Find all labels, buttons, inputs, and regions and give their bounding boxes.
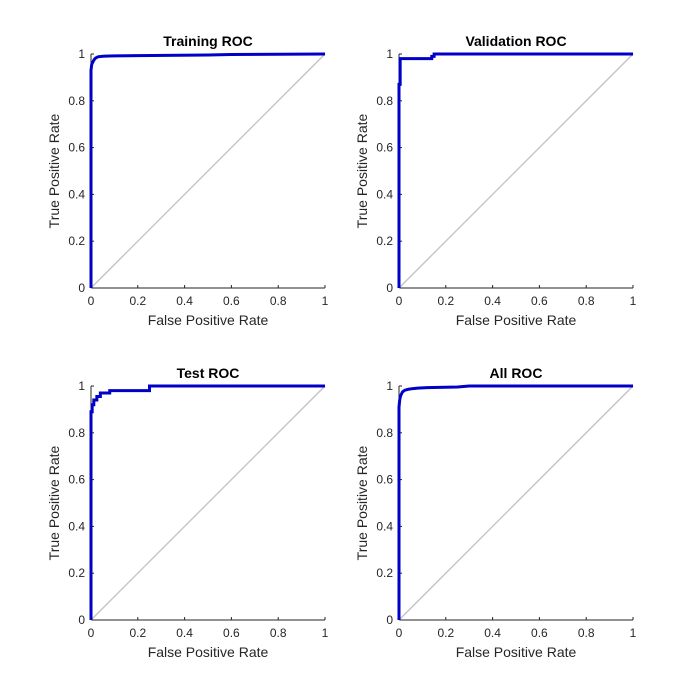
test-roc-roc-curve [89,384,325,620]
all-roc-x-tick-label: 0.2 [437,626,454,640]
validation-roc-x-label: False Positive Rate [456,312,577,328]
training-roc-y-tick-label: 0 [78,281,85,295]
all-roc-y-tick-label: 0.4 [376,519,393,533]
test-roc-y-tick-label: 1 [78,379,85,393]
training-roc-x-tick-label: 0.6 [223,294,240,308]
training-roc-y-tick-label: 0.8 [68,94,85,108]
training-roc-x-tick-label: 0.2 [129,294,146,308]
validation-roc-x-tick-label: 1 [630,294,637,308]
validation-roc-y-label: True Positive Rate [354,113,370,228]
validation-roc-x-tick-label: 0.8 [578,294,595,308]
test-roc-x-tick-label: 0.8 [270,626,287,640]
all-roc-y-label: True Positive Rate [354,445,370,560]
training-roc-chance-line [90,53,326,289]
test-roc-y-label: True Positive Rate [46,445,62,560]
training-roc-y-tick-label: 0.6 [68,141,85,155]
training-roc-x-tick-label: 1 [322,294,329,308]
training-roc-x-tick-label: 0.8 [270,294,287,308]
training-roc-y-tick-label: 0.4 [68,187,85,201]
all-roc-y-tick-label: 0.6 [376,473,393,487]
test-roc-y-tick-label: 0.6 [68,473,85,487]
all-roc-panel: 0 0.2 0.4 0.6 0.8 1 0 0.2 0.4 0.6 0.8 1 All ROC False… [354,365,637,660]
validation-roc-title: Validation ROC [465,33,566,49]
validation-roc-x-tick-label: 0 [396,294,403,308]
test-roc-x-tick-label: 1 [322,626,329,640]
test-roc-y-tick-label: 0 [78,613,85,627]
validation-roc-roc-curve [397,52,633,288]
all-roc-x-tick-label: 0 [396,626,403,640]
validation-roc-y-tick-label: 0 [386,281,393,295]
all-roc-chance-line [398,385,634,621]
all-roc-y-tick-label: 0 [386,613,393,627]
validation-roc-panel: 0 0.2 0.4 0.6 0.8 1 0 0.2 0.4 0.6 0.8 1 Validation R… [354,33,637,328]
training-roc-x-label: False Positive Rate [148,312,269,328]
validation-roc-x-tick-label: 0.2 [437,294,454,308]
all-roc-x-label: False Positive Rate [456,644,577,660]
validation-roc-y-tick-label: 0.8 [376,94,393,108]
test-roc-y-tick-label: 0.4 [68,519,85,533]
test-roc-chance-line [90,385,326,621]
validation-roc-y-tick-label: 0.2 [376,234,393,248]
validation-roc-x-tick-label: 0.4 [484,294,501,308]
all-roc-x-tick-label: 1 [630,626,637,640]
all-roc-y-tick-label: 0.2 [376,566,393,580]
test-roc-x-label: False Positive Rate [148,644,269,660]
test-roc-panel: 0 0.2 0.4 0.6 0.8 1 0 0.2 0.4 0.6 0.8 1 Test ROC Fals… [46,365,329,660]
training-roc-y-label: True Positive Rate [46,113,62,228]
all-roc-y-tick-label: 0.8 [376,426,393,440]
test-roc-x-tick-label: 0 [88,626,95,640]
test-roc-y-tick-label: 0.8 [68,426,85,440]
all-roc-title: All ROC [490,365,543,381]
test-roc-y-tick-label: 0.2 [68,566,85,580]
all-roc-x-tick-label: 0.8 [578,626,595,640]
all-roc-roc-curve [397,384,633,620]
test-roc-x-tick-label: 0.2 [129,626,146,640]
training-roc-x-tick-label: 0.4 [176,294,193,308]
validation-roc-y-tick-label: 1 [386,47,393,61]
test-roc-x-tick-label: 0.4 [176,626,193,640]
training-roc-y-tick-label: 1 [78,47,85,61]
test-roc-x-tick-label: 0.6 [223,626,240,640]
test-roc-title: Test ROC [177,365,240,381]
training-roc-panel: 0 0.2 0.4 0.6 0.8 1 0 0.2 0.4 0.6 0.8 1 Training ROC… [46,33,329,328]
training-roc-x-tick-label: 0 [88,294,95,308]
training-roc-y-tick-label: 0.2 [68,234,85,248]
training-roc-title: Training ROC [163,33,252,49]
validation-roc-chance-line [398,53,634,289]
validation-roc-y-tick-label: 0.4 [376,187,393,201]
all-roc-y-tick-label: 1 [386,379,393,393]
validation-roc-x-tick-label: 0.6 [531,294,548,308]
validation-roc-y-tick-label: 0.6 [376,141,393,155]
all-roc-x-tick-label: 0.4 [484,626,501,640]
all-roc-x-tick-label: 0.6 [531,626,548,640]
training-roc-roc-curve [89,52,326,288]
